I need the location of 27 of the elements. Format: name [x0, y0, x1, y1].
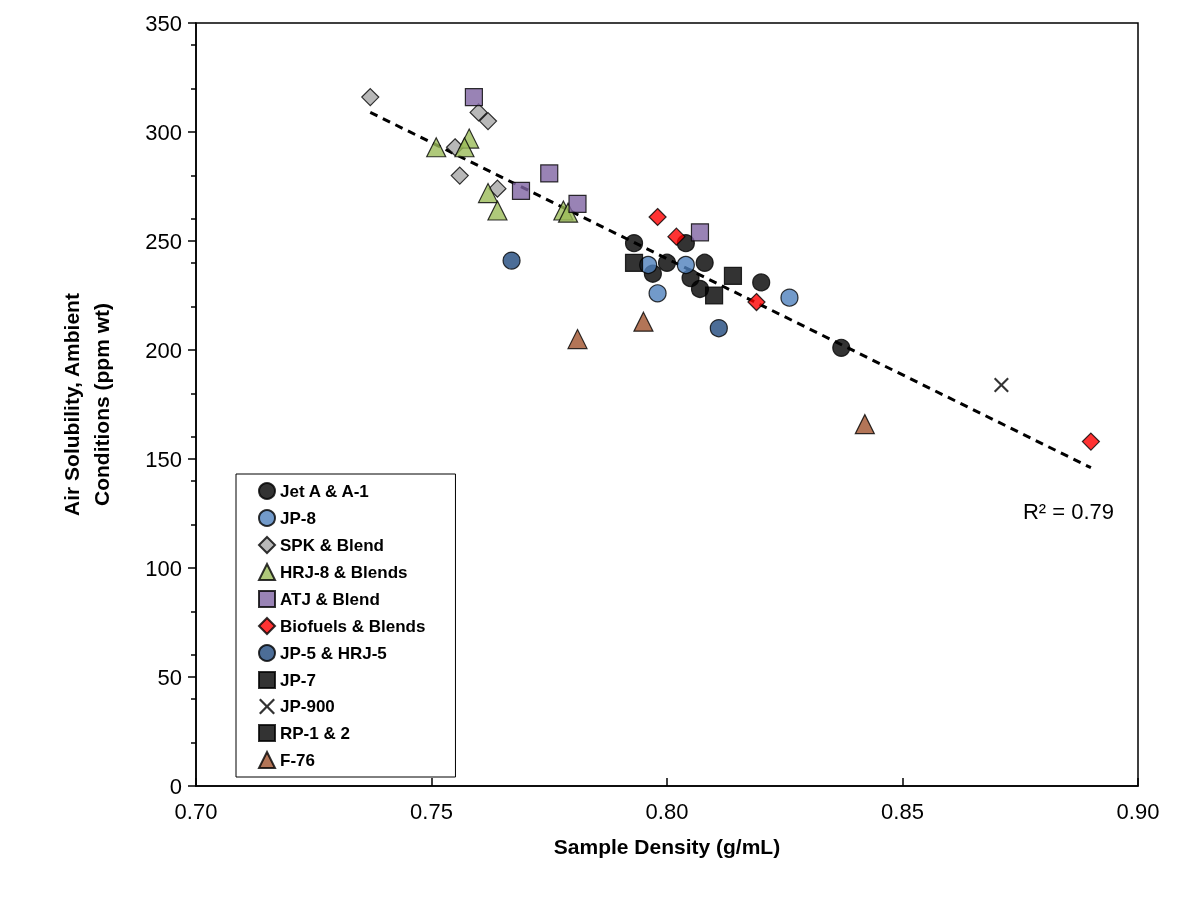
annotation: R² = 0.79: [1022, 498, 1114, 524]
legend-label: SPK & Blend: [280, 535, 384, 555]
legend-label: F-76: [280, 750, 315, 770]
x-tick-label: 0.75: [410, 798, 453, 824]
x-tick-label: 0.70: [174, 798, 218, 824]
legend-label: HRJ-8 & Blends: [280, 562, 408, 582]
y-tick-label: 150: [145, 446, 182, 472]
y-tick-label: 300: [145, 119, 182, 145]
y-tick-label: 350: [145, 10, 182, 36]
legend-label: JP-8: [280, 508, 316, 528]
x-tick-label: 0.90: [1116, 798, 1160, 824]
y-tick-label: 100: [145, 555, 182, 581]
y-tick-label: 50: [157, 664, 182, 690]
y-tick-label: 0: [169, 773, 182, 799]
legend-label: ATJ & Blend: [280, 589, 380, 609]
y-tick-label: 200: [145, 337, 182, 363]
legend-label: Jet A & A-1: [280, 481, 369, 501]
legend-label: JP-900: [280, 697, 335, 716]
legend-label: JP-5 & HRJ-5: [280, 643, 387, 663]
x-tick-label: 0.80: [645, 798, 689, 824]
x-axis-title: Sample Density (g/mL): [553, 835, 781, 858]
legend-label: JP-7: [280, 670, 316, 690]
y-tick-label: 250: [145, 228, 182, 254]
legend-label: Biofuels & Blends: [280, 616, 426, 636]
y-axis-title: Air Solubility, Ambient Conditions (ppm wt): [59, 293, 113, 516]
legend-label: RP-1 & 2: [280, 723, 350, 743]
x-tick-label: 0.85: [881, 798, 924, 824]
